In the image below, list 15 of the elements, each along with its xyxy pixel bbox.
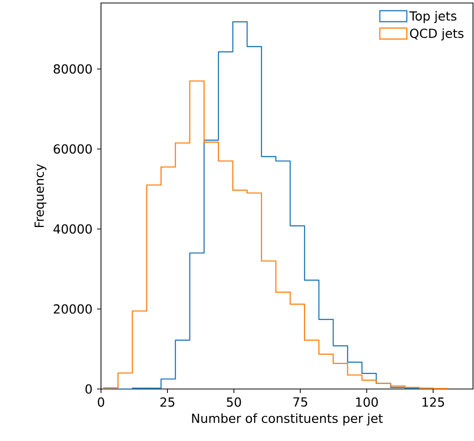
y-tick-label: 20000 (54, 304, 92, 314)
x-tick-label: 100 (356, 397, 378, 407)
y-tick-label: 80000 (54, 64, 92, 74)
y-tick-label: 40000 (53, 224, 92, 234)
legend-label: QCD jets (410, 28, 464, 40)
x-tick-label: 25 (160, 397, 174, 407)
y-tick-label: 60000 (54, 144, 92, 154)
x-tick-label: 50 (226, 397, 241, 407)
legend-label: Top jets (409, 11, 456, 24)
x-tick-label: 75 (293, 397, 308, 407)
y-tick-label: 0 (86, 384, 92, 394)
x-tick-label: 125 (422, 397, 444, 407)
y-axis-title: Frequency (34, 164, 46, 228)
x-axis-title: Number of constituents per jet (192, 413, 383, 426)
x-tick-label: 0 (98, 397, 104, 407)
